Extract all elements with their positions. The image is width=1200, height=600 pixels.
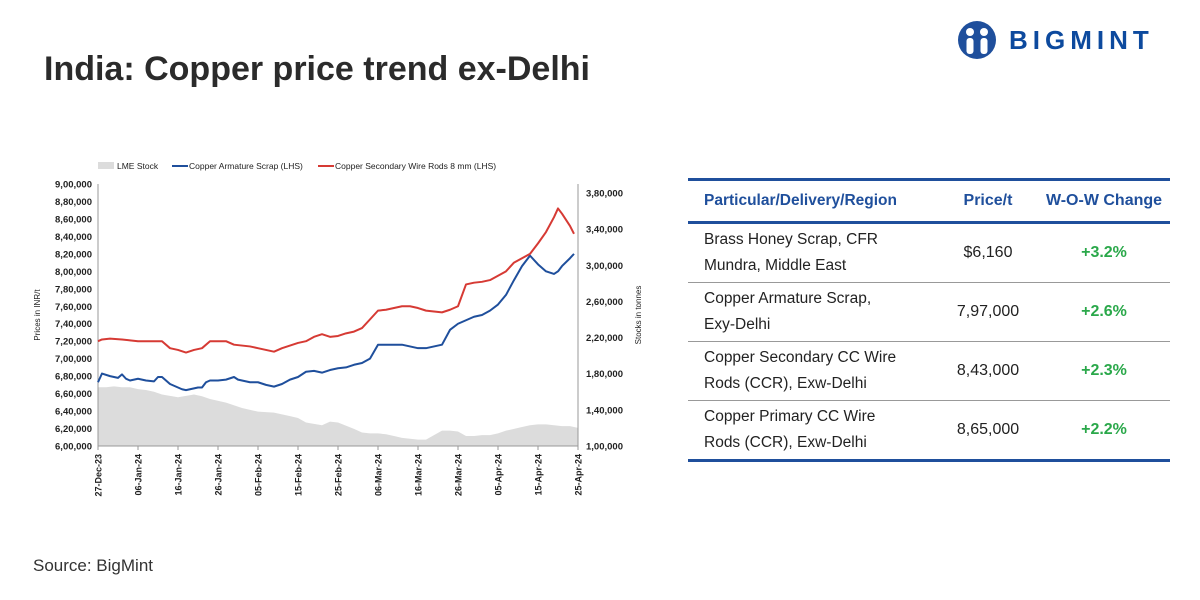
y2-tick-label: 3,00,000 [586,261,623,272]
cell-change: +2.6% [1081,303,1127,320]
y-tick-label: 8,40,000 [55,232,92,243]
series-armature-line [97,253,575,392]
x-tick-label: 25-Apr-24 [574,454,584,496]
price-chart: 9,00,000 8,80,000 8,60,000 8,40,000 8,20,000… [33,161,643,497]
x-tick-label: 05-Apr-24 [494,454,504,496]
y-tick-label: 8,20,000 [55,249,92,260]
cell-change: +3.2% [1081,244,1127,261]
cell-particular: Copper Secondary CC Wire Rods (CCR), Exw-… [704,349,897,392]
x-tick-label: 15-Feb-24 [294,454,304,496]
x-tick-label: 26-Mar-24 [454,454,464,496]
cell-price: 8,43,000 [956,362,1020,379]
x-tick-label: 06-Mar-24 [374,454,384,496]
bigmint-logo-icon [958,21,996,59]
header-change: W-O-W Change [1045,192,1163,209]
y-tick-label: 6,20,000 [55,424,92,435]
cell-price: 7,97,000 [956,303,1020,320]
y-tick-label: 8,00,000 [55,267,92,278]
table-row: Copper Armature Scrap, Exy-Delhi 7,97,000… [688,283,1170,342]
y-tick-label: 7,40,000 [55,319,92,330]
legend-label-armature: Copper Armature Scrap (LHS) [189,161,303,171]
x-tick-label: 16-Jan-24 [174,454,184,496]
table-row: Copper Primary CC Wire Rods (CCR), Exw-De… [688,401,1170,462]
cell-particular: Copper Primary CC Wire Rods (CCR), Exw-De… [704,408,876,451]
x-tick-label: 05-Feb-24 [254,454,264,496]
table-row: Brass Honey Scrap, CFR Mundra, Middle Eas… [688,224,1170,283]
x-tick-label: 06-Jan-24 [134,454,144,496]
price-table: Particular/Delivery/Region Price/t W-O-W… [688,178,1170,462]
cell-change: +2.3% [1081,362,1127,379]
y-tick-label: 7,60,000 [55,302,92,313]
y-tick-label: 6,00,000 [55,442,92,453]
x-tick-label: 16-Mar-24 [414,454,424,496]
y-tick-label: 7,20,000 [55,337,92,348]
legend-swatch-lme-stock [98,162,114,169]
bigmint-logo: BIGMINT [957,20,1154,60]
cell-price: 8,65,000 [956,421,1020,438]
legend-label-wire-rods: Copper Secondary Wire Rods 8 mm (LHS) [335,161,496,171]
y-tick-label: 6,60,000 [55,389,92,400]
y-axis-title: Prices in INR/t [33,289,42,341]
x-tick-label: 26-Jan-24 [214,454,224,496]
y2-tick-label: 2,20,000 [586,333,623,344]
y-tick-label: 8,80,000 [55,197,92,208]
header-particular: Particular/Delivery/Region [704,192,897,209]
x-tick-label: 27-Dec-23 [94,454,104,497]
y2-tick-label: 3,40,000 [586,225,623,236]
legend-label-lme-stock: LME Stock [117,161,159,171]
y2-tick-label: 1,00,000 [586,442,623,453]
y-tick-label: 7,00,000 [55,354,92,365]
table-header: Particular/Delivery/Region Price/t W-O-W… [688,178,1170,224]
y2-tick-label: 3,80,000 [586,189,623,200]
cell-particular: Copper Armature Scrap, Exy-Delhi [704,290,872,333]
series-lme-stock-area [98,386,578,446]
x-tick-label: 15-Apr-24 [534,454,544,496]
page-title: India: Copper price trend ex-Delhi [44,50,590,88]
cell-particular: Brass Honey Scrap, CFR Mundra, Middle Eas… [704,231,878,274]
y-tick-label: 6,80,000 [55,372,92,383]
table-row: Copper Secondary CC Wire Rods (CCR), Exw-… [688,342,1170,401]
y2-tick-label: 1,40,000 [586,405,623,416]
cell-price: $6,160 [963,244,1013,261]
source-note: Source: BigMint [33,556,153,575]
series-wire-rods-line [97,207,575,354]
y-tick-label: 9,00,000 [55,180,92,191]
y2-tick-label: 1,80,000 [586,369,623,380]
y-tick-label: 8,60,000 [55,214,92,225]
y-tick-label: 7,80,000 [55,284,92,295]
x-tick-label: 25-Feb-24 [334,454,344,496]
header-price: Price/t [963,192,1013,209]
cell-change: +2.2% [1081,421,1127,438]
y2-tick-label: 2,60,000 [586,297,623,308]
y2-axis-title: Stocks in tonnes [634,286,643,345]
bigmint-logo-text: BIGMINT [1009,24,1154,55]
y-tick-label: 6,40,000 [55,407,92,418]
